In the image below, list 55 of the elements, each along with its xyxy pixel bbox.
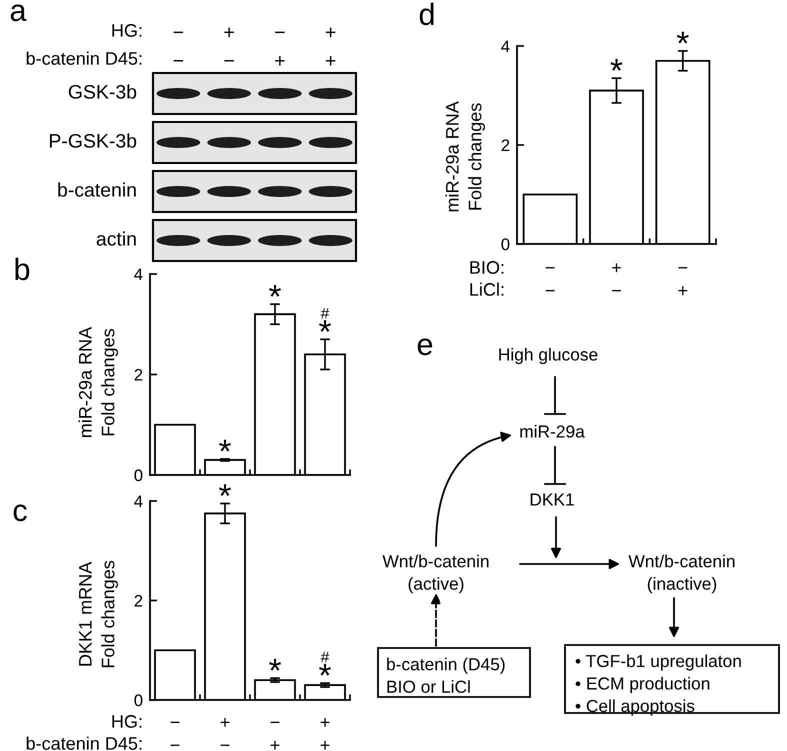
x-tick-label: + +: [320, 718, 330, 750]
text: High glucose: [499, 348, 598, 364]
y-tick-label: 2: [502, 139, 510, 152]
annotation: #: [320, 308, 330, 318]
category-label: + +: [326, 28, 336, 66]
annotation: *: [219, 484, 231, 496]
text: DKK1: [530, 494, 574, 506]
annotation: *: [319, 664, 331, 676]
text: e: [418, 338, 432, 356]
annotation: #: [320, 652, 330, 662]
chart-title: b: [15, 258, 30, 280]
y-tick-label: 4: [134, 268, 143, 280]
x-tick-label: + −: [220, 718, 230, 746]
y-tick-label: 2: [134, 594, 142, 607]
y-tick-label: 4: [501, 40, 510, 52]
text: HG:: [112, 715, 142, 728]
category-label: actin: [96, 231, 136, 246]
text: b-catenin D45:: [26, 736, 142, 750]
text: b-catenin D45:: [26, 52, 142, 65]
text: a: [10, 4, 26, 22]
annotation: *: [269, 658, 281, 671]
category-label: b-catenin: [58, 182, 136, 197]
y-tick-label: 0: [501, 238, 510, 250]
y-tick-label: 0: [134, 694, 142, 706]
y-axis-title: miR-29a RNA Fold changes: [445, 101, 485, 212]
annotation: *: [610, 58, 622, 71]
annotation: *: [319, 320, 331, 332]
annotation: *: [269, 284, 281, 297]
annotation: *: [219, 440, 231, 452]
category-label: − +: [275, 32, 285, 66]
text: • TGF-b1 upregulaton • ECM production • Cell apoptosis: [576, 654, 741, 716]
text: Wnt/b-catenin (active): [382, 554, 488, 594]
y-tick-label: 2: [134, 368, 142, 381]
annotation: *: [676, 32, 689, 44]
text: Wnt/b-catenin (inactive): [628, 554, 734, 594]
x-tick-label: + −: [612, 263, 621, 292]
chart-title: c: [14, 504, 27, 522]
text: LiCl:: [470, 282, 504, 296]
category-label: GSK-3b: [68, 84, 136, 99]
text: HG:: [112, 24, 142, 37]
y-tick-label: 0: [134, 469, 142, 482]
x-tick-label: − −: [546, 267, 555, 292]
y-tick-label: 4: [134, 496, 143, 508]
text: BIO:: [470, 261, 504, 274]
category-label: P-GSK-3b: [50, 133, 136, 148]
x-tick-label: − +: [270, 722, 280, 750]
text: b-catenin (D45) BIO or LiCl: [387, 658, 505, 693]
x-tick-label: − −: [170, 722, 180, 746]
x-tick-label: − +: [678, 267, 688, 296]
chart-title: d: [420, 2, 434, 26]
category-label: + −: [224, 28, 234, 62]
category-label: − −: [174, 32, 184, 62]
y-axis-title: miR-29a RNA Fold changes: [78, 326, 118, 438]
y-axis-title: DKK1 mRNA Fold changes: [79, 560, 118, 668]
text: miR-29a: [520, 424, 585, 438]
